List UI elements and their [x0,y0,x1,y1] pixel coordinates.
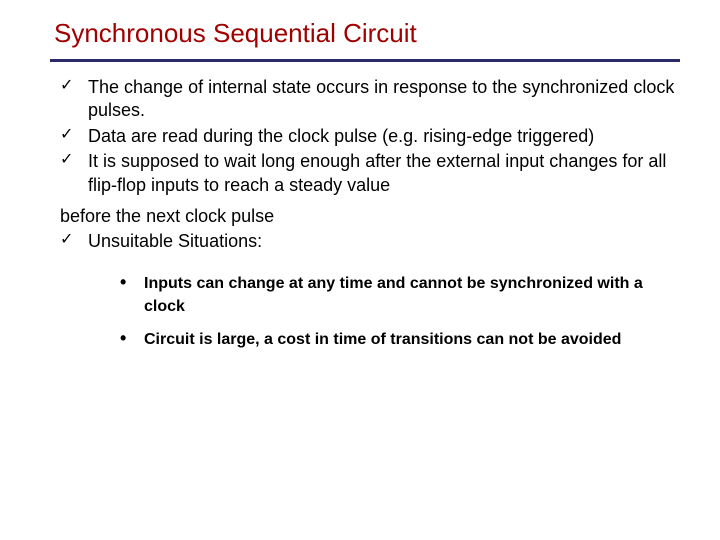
dot-icon: • [120,269,126,295]
bullet-item: ✓ Data are read during the clock pulse (… [60,125,680,148]
sub-bullet-list: • Inputs can change at any time and cann… [50,272,680,352]
bullet-text: Data are read during the clock pulse (e.… [88,126,594,146]
bullet-item: ✓ Unsuitable Situations: [60,230,680,253]
sub-bullet-text: Inputs can change at any time and cannot… [144,275,643,315]
dot-icon: • [120,325,126,351]
sub-bullet-item: • Circuit is large, a cost in time of tr… [120,328,680,351]
main-bullet-list: ✓ The change of internal state occurs in… [50,76,680,197]
sub-bullet-item: • Inputs can change at any time and cann… [120,272,680,318]
check-icon: ✓ [60,76,73,97]
continuation-line: before the next clock pulse [50,205,680,228]
title-divider [50,59,680,62]
check-icon: ✓ [60,230,73,251]
slide-title: Synchronous Sequential Circuit [50,18,680,49]
bullet-item: ✓ The change of internal state occurs in… [60,76,680,123]
bullet-item: ✓ It is supposed to wait long enough aft… [60,150,680,197]
sub-bullet-text: Circuit is large, a cost in time of tran… [144,331,621,348]
check-icon: ✓ [60,150,73,171]
bullet-text: Unsuitable Situations: [88,231,262,251]
bullet-text: The change of internal state occurs in r… [88,77,674,120]
main-bullet-list-2: ✓ Unsuitable Situations: [50,230,680,253]
check-icon: ✓ [60,125,73,146]
slide-container: Synchronous Sequential Circuit ✓ The cha… [0,0,720,351]
bullet-text: It is supposed to wait long enough after… [88,151,666,194]
